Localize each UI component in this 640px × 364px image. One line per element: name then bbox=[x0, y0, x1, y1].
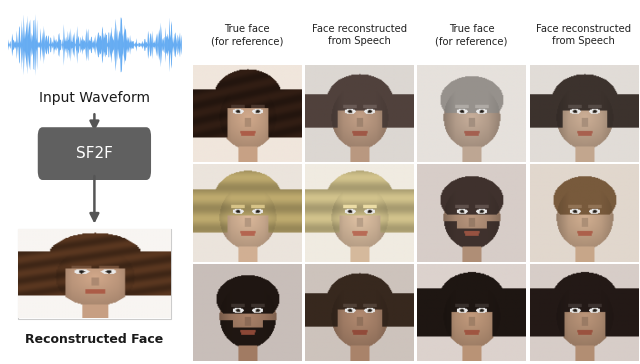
Text: Face reconstructed
from Speech: Face reconstructed from Speech bbox=[312, 24, 407, 47]
FancyBboxPatch shape bbox=[38, 127, 151, 180]
Bar bbox=[18, 229, 171, 318]
Text: Input Waveform: Input Waveform bbox=[39, 91, 150, 105]
Text: True face
(for reference): True face (for reference) bbox=[435, 24, 508, 47]
Text: Face reconstructed
from Speech: Face reconstructed from Speech bbox=[536, 24, 632, 47]
Text: True face
(for reference): True face (for reference) bbox=[211, 24, 283, 47]
Text: Reconstructed Face: Reconstructed Face bbox=[25, 333, 164, 346]
Text: SF2F: SF2F bbox=[76, 146, 113, 161]
